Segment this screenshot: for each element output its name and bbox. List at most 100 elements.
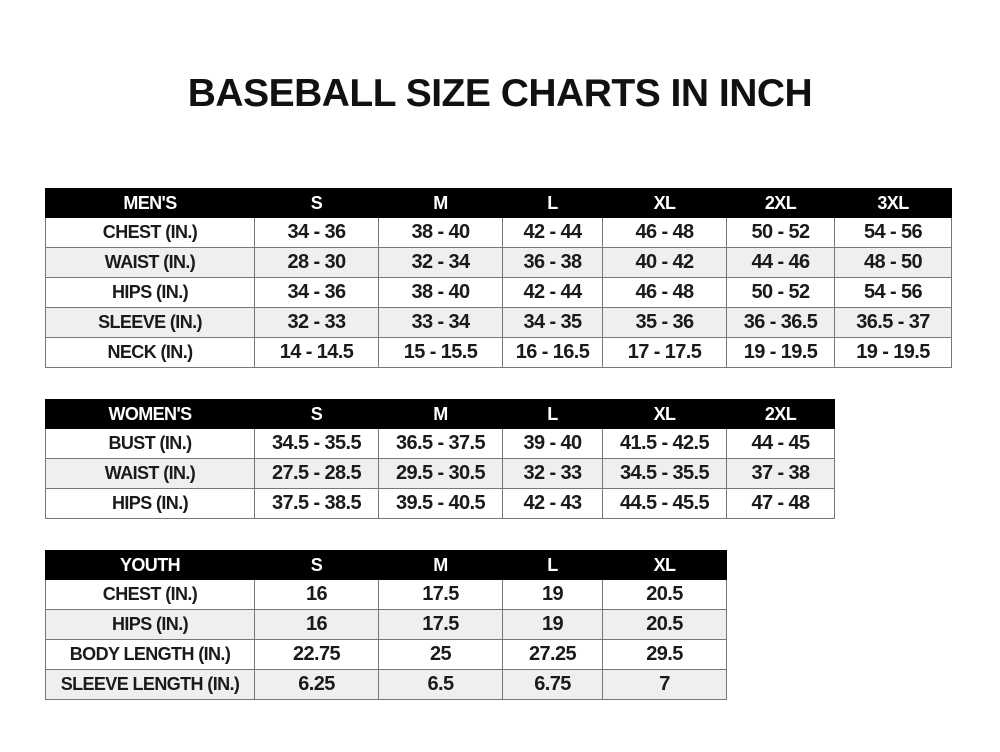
size-value: 34 - 36: [254, 217, 379, 248]
size-value: 34.5 - 35.5: [254, 428, 379, 459]
table-row: HIPS (IN.) 34 - 36 38 - 40 42 - 44 46 - 48 50…: [45, 277, 952, 308]
category-header: MEN'S: [45, 188, 255, 218]
table-row: BUST (IN.) 34.5 - 35.5 36.5 - 37.5 39 - 40 4…: [45, 428, 835, 459]
size-value: 33 - 34: [378, 307, 503, 338]
size-value: 37.5 - 38.5: [254, 488, 379, 519]
size-value: 39.5 - 40.5: [378, 488, 503, 519]
size-header: S: [254, 550, 379, 580]
size-value: 25: [378, 639, 503, 670]
size-value: 34.5 - 35.5: [602, 458, 727, 489]
size-value: 17 - 17.5: [602, 337, 727, 368]
size-header: L: [502, 550, 603, 580]
size-header: XL: [602, 188, 727, 218]
size-value: 22.75: [254, 639, 379, 670]
measurement-label: SLEEVE LENGTH (IN.): [45, 669, 255, 700]
measurement-label: BODY LENGTH (IN.): [45, 639, 255, 670]
size-value: 42 - 44: [502, 277, 603, 308]
size-value: 46 - 48: [602, 277, 727, 308]
size-value: 54 - 56: [834, 217, 952, 248]
womens-size-table: WOMEN'S S M L XL 2XL BUST (IN.) 34.5 - 35.5 36.5…: [45, 399, 835, 519]
size-header: 3XL: [834, 188, 952, 218]
size-value: 34 - 35: [502, 307, 603, 338]
mens-size-table: MEN'S S M L XL 2XL 3XL CHEST (IN.) 34 - 36 38 - 4…: [45, 188, 952, 368]
size-value: 54 - 56: [834, 277, 952, 308]
size-value: 29.5: [602, 639, 727, 670]
size-header: M: [378, 550, 503, 580]
size-value: 17.5: [378, 579, 503, 610]
table-row: HIPS (IN.) 37.5 - 38.5 39.5 - 40.5 42 - 43 4…: [45, 488, 835, 519]
size-value: 17.5: [378, 609, 503, 640]
size-value: 35 - 36: [602, 307, 727, 338]
youth-size-table: YOUTH S M L XL CHEST (IN.) 16 17.5 19 20.5 HIPS (I…: [45, 550, 727, 700]
size-value: 20.5: [602, 579, 727, 610]
size-value: 19: [502, 579, 603, 610]
size-value: 44.5 - 45.5: [602, 488, 727, 519]
size-header: S: [254, 188, 379, 218]
table-row: WAIST (IN.) 28 - 30 32 - 34 36 - 38 40 - 42 4…: [45, 247, 952, 278]
size-value: 6.5: [378, 669, 503, 700]
size-value: 27.25: [502, 639, 603, 670]
size-value: 36.5 - 37.5: [378, 428, 503, 459]
size-header: 2XL: [726, 188, 835, 218]
size-value: 40 - 42: [602, 247, 727, 278]
header-row: MEN'S S M L XL 2XL 3XL: [45, 188, 952, 218]
table-row: CHEST (IN.) 34 - 36 38 - 40 42 - 44 46 - 48 5…: [45, 217, 952, 248]
size-header: L: [502, 188, 603, 218]
table-row: WAIST (IN.) 27.5 - 28.5 29.5 - 30.5 32 - 33…: [45, 458, 835, 489]
size-value: 27.5 - 28.5: [254, 458, 379, 489]
size-header: XL: [602, 399, 727, 429]
size-value: 50 - 52: [726, 217, 835, 248]
table-row: CHEST (IN.) 16 17.5 19 20.5: [45, 579, 727, 610]
header-row: WOMEN'S S M L XL 2XL: [45, 399, 835, 429]
table-row: SLEEVE (IN.) 32 - 33 33 - 34 34 - 35 35 - 36…: [45, 307, 952, 338]
size-value: 19 - 19.5: [726, 337, 835, 368]
table-row: HIPS (IN.) 16 17.5 19 20.5: [45, 609, 727, 640]
size-value: 32 - 34: [378, 247, 503, 278]
size-value: 32 - 33: [254, 307, 379, 338]
size-value: 6.25: [254, 669, 379, 700]
table-row: NECK (IN.) 14 - 14.5 15 - 15.5 16 - 16.5 17 …: [45, 337, 952, 368]
size-value: 28 - 30: [254, 247, 379, 278]
size-header: 2XL: [726, 399, 835, 429]
measurement-label: HIPS (IN.): [45, 609, 255, 640]
size-value: 36 - 38: [502, 247, 603, 278]
size-value: 14 - 14.5: [254, 337, 379, 368]
size-value: 42 - 44: [502, 217, 603, 248]
size-value: 19: [502, 609, 603, 640]
measurement-label: SLEEVE (IN.): [45, 307, 255, 338]
size-value: 38 - 40: [378, 217, 503, 248]
size-value: 20.5: [602, 609, 727, 640]
size-header: XL: [602, 550, 727, 580]
size-value: 16: [254, 579, 379, 610]
size-value: 44 - 45: [726, 428, 835, 459]
size-value: 50 - 52: [726, 277, 835, 308]
size-value: 37 - 38: [726, 458, 835, 489]
table-row: BODY LENGTH (IN.) 22.75 25 27.25 29.5: [45, 639, 727, 670]
measurement-label: WAIST (IN.): [45, 247, 255, 278]
size-value: 15 - 15.5: [378, 337, 503, 368]
size-header: L: [502, 399, 603, 429]
size-header: M: [378, 188, 503, 218]
size-value: 19 - 19.5: [834, 337, 952, 368]
size-value: 34 - 36: [254, 277, 379, 308]
size-value: 16: [254, 609, 379, 640]
header-row: YOUTH S M L XL: [45, 550, 727, 580]
measurement-label: NECK (IN.): [45, 337, 255, 368]
size-value: 38 - 40: [378, 277, 503, 308]
size-value: 41.5 - 42.5: [602, 428, 727, 459]
size-value: 46 - 48: [602, 217, 727, 248]
size-value: 48 - 50: [834, 247, 952, 278]
size-value: 6.75: [502, 669, 603, 700]
table-row: SLEEVE LENGTH (IN.) 6.25 6.5 6.75 7: [45, 669, 727, 700]
size-value: 44 - 46: [726, 247, 835, 278]
measurement-label: WAIST (IN.): [45, 458, 255, 489]
size-value: 7: [602, 669, 727, 700]
size-value: 16 - 16.5: [502, 337, 603, 368]
measurement-label: HIPS (IN.): [45, 277, 255, 308]
category-header: WOMEN'S: [45, 399, 255, 429]
size-value: 42 - 43: [502, 488, 603, 519]
measurement-label: HIPS (IN.): [45, 488, 255, 519]
measurement-label: CHEST (IN.): [45, 217, 255, 248]
size-value: 39 - 40: [502, 428, 603, 459]
measurement-label: CHEST (IN.): [45, 579, 255, 610]
